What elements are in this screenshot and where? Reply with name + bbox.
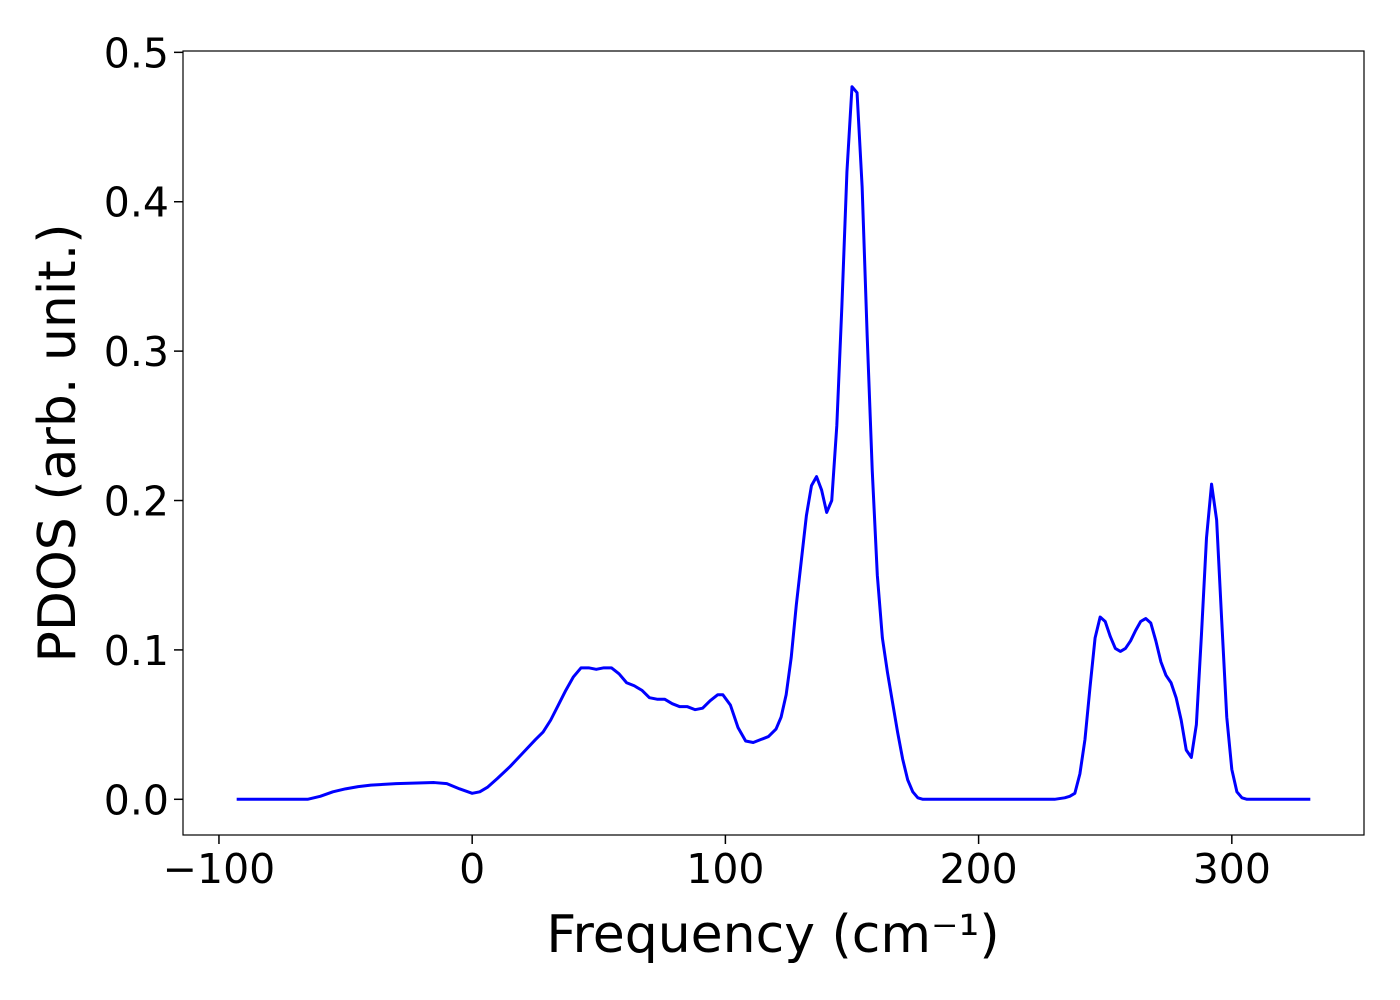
x-tick-label: 300 xyxy=(1193,845,1271,893)
y-axis-label: PDOS (arb. unit.) xyxy=(28,223,88,662)
data-line xyxy=(236,85,1311,801)
x-tick-label: 100 xyxy=(686,845,764,893)
x-axis-label: Frequency (cm⁻¹) xyxy=(546,905,999,965)
y-tick-label: 0.0 xyxy=(104,776,169,824)
y-tick-label: 0.3 xyxy=(104,328,169,376)
x-tick-label: 200 xyxy=(939,845,1017,893)
y-tick-label: 0.4 xyxy=(104,179,169,227)
y-tick-label: 0.5 xyxy=(104,29,169,77)
x-tick-label: −100 xyxy=(163,845,276,893)
y-tick-label: 0.1 xyxy=(104,627,169,675)
plot-frame xyxy=(182,50,1365,836)
x-tick-label: 0 xyxy=(459,845,485,893)
y-tick-label: 0.2 xyxy=(104,478,169,526)
